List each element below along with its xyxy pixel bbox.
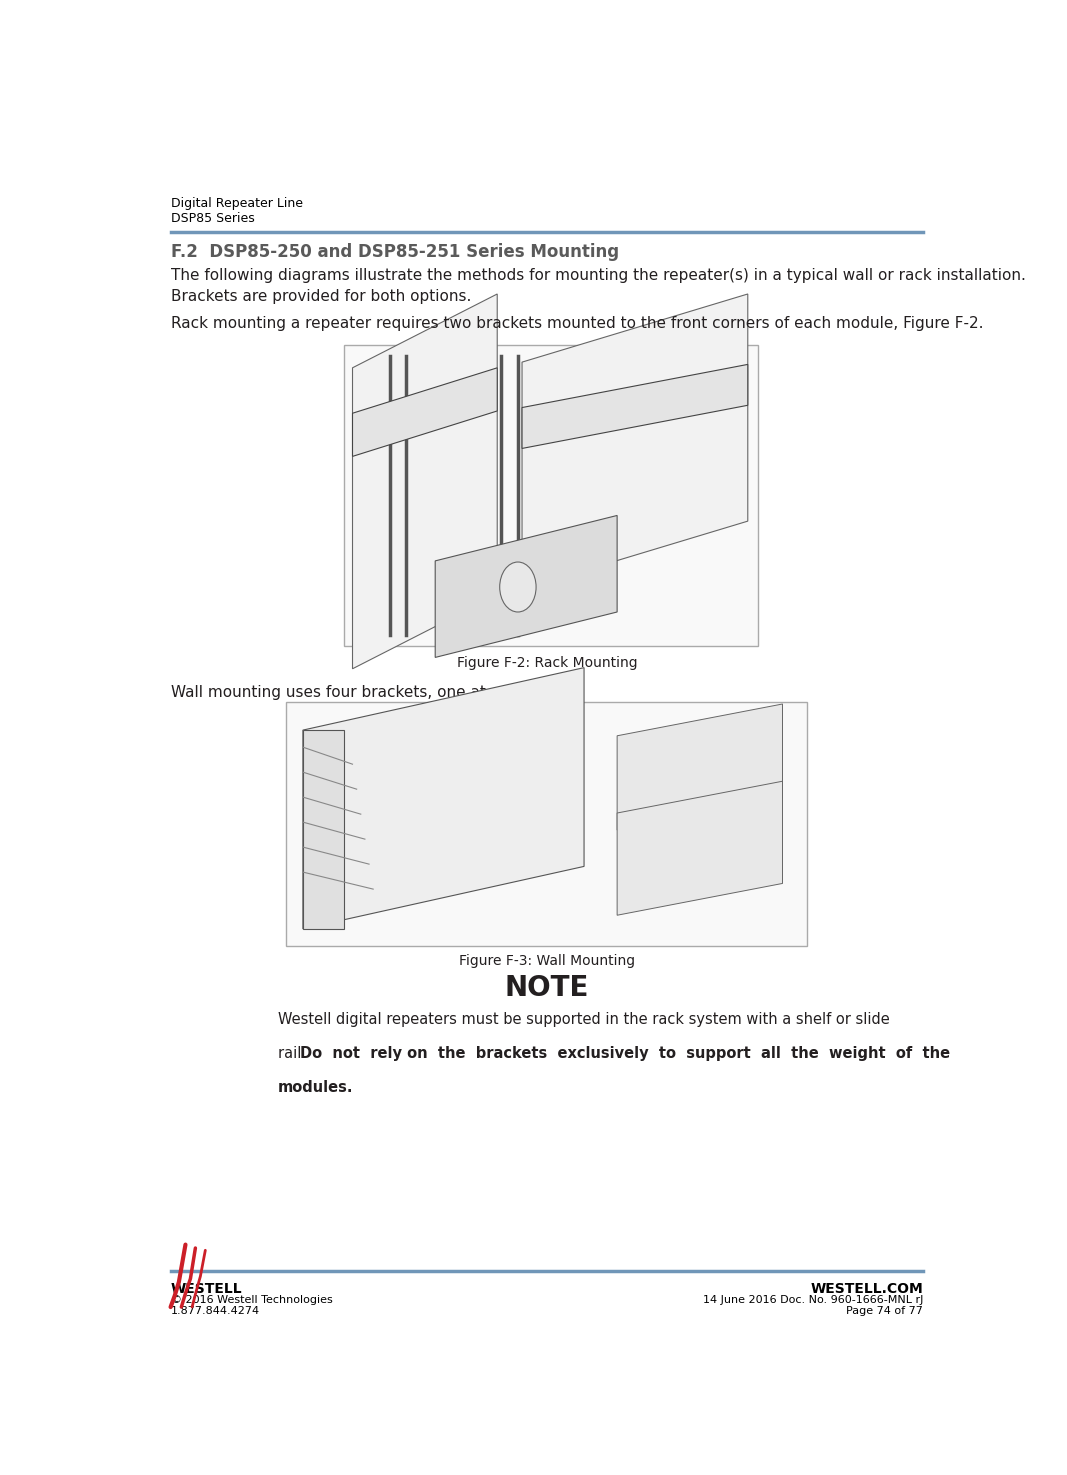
Text: rail.: rail. [278,1046,316,1061]
Text: F.2  DSP85-250 and DSP85-251 Series Mounting: F.2 DSP85-250 and DSP85-251 Series Mount… [171,243,619,261]
Polygon shape [522,294,748,590]
Polygon shape [522,364,748,448]
Polygon shape [617,704,782,830]
Bar [286,702,808,945]
Text: Figure F-3: Wall Mounting: Figure F-3: Wall Mounting [459,954,635,968]
Text: Wall mounting uses four brackets, one at each corner.: Wall mounting uses four brackets, one at… [171,684,585,699]
Text: WESTELL: WESTELL [171,1282,242,1297]
Text: NOTE: NOTE [505,975,589,1003]
Polygon shape [352,294,497,668]
Polygon shape [617,782,782,914]
Polygon shape [435,515,617,658]
Circle shape [499,562,536,612]
Polygon shape [352,367,497,456]
Polygon shape [303,730,345,929]
Text: 14 June 2016 Doc. No. 960-1666-MNL rJ: 14 June 2016 Doc. No. 960-1666-MNL rJ [703,1295,923,1304]
Polygon shape [303,668,584,929]
Text: Do  not  rely on  the  brackets  exclusively  to  support  all  the  weight  of : Do not rely on the brackets exclusively … [301,1046,951,1061]
Text: Figure F-2: Rack Mounting: Figure F-2: Rack Mounting [457,656,637,670]
Bar [345,345,758,646]
Text: DSP85 Series: DSP85 Series [171,212,254,226]
Text: Westell digital repeaters must be supported in the rack system with a shelf or s: Westell digital repeaters must be suppor… [278,1012,890,1027]
Text: Rack mounting a repeater requires two brackets mounted to the front corners of e: Rack mounting a repeater requires two br… [171,316,983,330]
Text: Page 74 of 77: Page 74 of 77 [846,1305,923,1316]
Text: © 2016 Westell Technologies: © 2016 Westell Technologies [171,1295,332,1304]
Text: WESTELL.COM: WESTELL.COM [810,1282,923,1297]
Text: Digital Repeater Line: Digital Repeater Line [171,198,303,211]
Text: The following diagrams illustrate the methods for mounting the repeater(s) in a : The following diagrams illustrate the me… [171,268,1025,304]
Text: modules.: modules. [278,1080,353,1094]
Text: 1.877.844.4274: 1.877.844.4274 [171,1305,259,1316]
